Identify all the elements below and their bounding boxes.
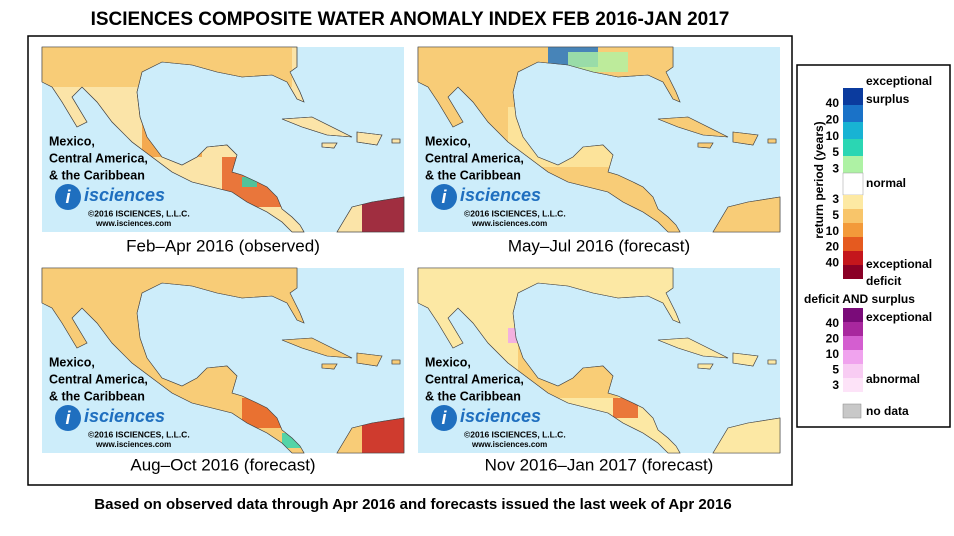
panel-caption: Aug–Oct 2016 (forecast) — [130, 455, 315, 474]
tick-label: 10 — [826, 347, 840, 361]
map-label: & the Caribbean — [49, 168, 145, 182]
swatch — [843, 139, 863, 156]
tick-label: 3 — [832, 192, 839, 206]
tick-label: 5 — [832, 145, 839, 159]
coastline — [41, 267, 405, 454]
logo-icon — [431, 184, 457, 210]
legend-label: exceptional — [866, 257, 932, 271]
legend: return period (years)40201053exceptional… — [804, 74, 932, 419]
tick-label: 20 — [826, 240, 840, 254]
map-panel: Mexico, Central America, & the Caribbean i i… — [417, 267, 781, 454]
tick-label: 5 — [832, 363, 839, 377]
logo: isciences — [460, 185, 541, 205]
tick-label: 10 — [826, 224, 840, 238]
swatch — [843, 105, 863, 122]
map-panel: Mexico, Central America, & the Caribbean i i… — [41, 46, 405, 233]
map-label: Central America, — [49, 151, 148, 165]
coastline — [417, 46, 781, 233]
map-label: Mexico, — [49, 134, 95, 148]
logo-icon — [55, 405, 81, 431]
logo: isciences — [84, 406, 165, 426]
copyright: ©2016 ISCIENCES, L.L.C. — [464, 208, 566, 218]
map-label: & the Caribbean — [425, 389, 521, 403]
title: ISCIENCES COMPOSITE WATER ANOMALY INDEX … — [91, 9, 730, 30]
legend-label: exceptional — [866, 74, 932, 88]
swatch — [843, 156, 863, 173]
legend-section-title: deficit AND surplus — [804, 292, 915, 306]
footnote: Based on observed data through Apr 2016 … — [94, 496, 731, 513]
url: www.isciences.com — [471, 219, 547, 228]
legend-label: normal — [866, 176, 906, 190]
tick-label: 5 — [832, 208, 839, 222]
swatch — [843, 336, 863, 350]
axis-label: return period (years) — [812, 121, 826, 238]
legend-label: surplus — [866, 92, 910, 106]
tick-label: 40 — [826, 96, 840, 110]
legend-label: exceptional — [866, 310, 932, 324]
anomaly-cell — [613, 398, 638, 418]
legend-label: abnormal — [866, 372, 920, 386]
map-label: & the Caribbean — [425, 168, 521, 182]
map-label: Central America, — [425, 372, 524, 386]
anomaly-cell — [242, 177, 257, 187]
logo-icon — [55, 184, 81, 210]
coastline — [41, 46, 405, 233]
url: www.isciences.com — [95, 440, 171, 449]
swatch — [843, 223, 863, 237]
anomaly-cell — [568, 52, 628, 72]
swatch — [843, 122, 863, 139]
panel-caption: Feb–Apr 2016 (observed) — [126, 236, 320, 255]
swatch-no-data — [842, 403, 862, 419]
copyright: ©2016 ISCIENCES, L.L.C. — [464, 429, 566, 439]
tick-label: 40 — [826, 316, 840, 330]
tick-label: 20 — [826, 332, 840, 346]
legend-label: deficit — [866, 274, 901, 288]
url: www.isciences.com — [95, 219, 171, 228]
swatch-normal — [842, 172, 864, 196]
tick-label: 20 — [826, 112, 840, 126]
logo: isciences — [84, 185, 165, 205]
map-label: Mexico, — [49, 355, 95, 369]
copyright: ©2016 ISCIENCES, L.L.C. — [88, 429, 190, 439]
logo-i: i — [65, 408, 71, 428]
tick-label: 10 — [826, 129, 840, 143]
tick-label: 3 — [832, 378, 839, 392]
swatch — [843, 308, 863, 322]
legend-label: no data — [866, 404, 909, 418]
map-panel: Mexico, Central America, & the Caribbean i i… — [41, 267, 405, 454]
panel-caption: May–Jul 2016 (forecast) — [508, 236, 690, 255]
map-label: Mexico, — [425, 134, 471, 148]
swatch — [843, 378, 863, 392]
tick-label: 40 — [826, 255, 840, 269]
swatch — [843, 265, 863, 279]
swatch — [843, 364, 863, 378]
swatch — [843, 209, 863, 223]
logo-icon — [431, 405, 457, 431]
map-label: Mexico, — [425, 355, 471, 369]
frame — [27, 35, 793, 486]
map-panel: Mexico, Central America, & the Caribbean i i… — [417, 46, 781, 233]
panel-caption: Nov 2016–Jan 2017 (forecast) — [485, 455, 714, 474]
logo: isciences — [460, 406, 541, 426]
swatch — [843, 88, 863, 105]
swatch — [843, 350, 863, 364]
legend-box — [796, 64, 951, 428]
map-label: Central America, — [49, 372, 148, 386]
tick-label: 3 — [832, 161, 839, 175]
logo-i: i — [441, 408, 447, 428]
map-label: Central America, — [425, 151, 524, 165]
logo-i: i — [65, 187, 71, 207]
logo-i: i — [441, 187, 447, 207]
copyright: ©2016 ISCIENCES, L.L.C. — [88, 208, 190, 218]
swatch — [843, 237, 863, 251]
swatch — [843, 195, 863, 209]
coastline — [417, 267, 781, 454]
url: www.isciences.com — [471, 440, 547, 449]
swatch — [843, 251, 863, 265]
map-label: & the Caribbean — [49, 389, 145, 403]
swatch — [843, 322, 863, 336]
